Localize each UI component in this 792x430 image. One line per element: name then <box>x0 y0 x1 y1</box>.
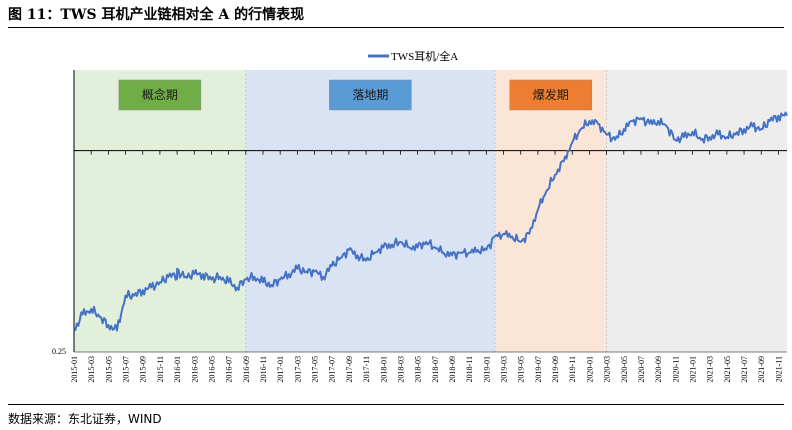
phase-label-1: 概念期 <box>142 87 178 102</box>
x-tick-label: 2019-03 <box>500 356 509 383</box>
phase-label-3: 爆发期 <box>533 87 569 102</box>
phase-region-2 <box>245 70 495 352</box>
x-tick-label: 2016-09 <box>242 356 251 383</box>
x-tick-label: 2017-01 <box>276 356 285 383</box>
source-note: 数据来源：东北证券，WIND <box>8 412 162 426</box>
x-tick-label: 2016-03 <box>190 356 199 383</box>
x-tick-label: 2019-09 <box>551 356 560 383</box>
phase-label-box-1 <box>118 79 202 111</box>
x-tick-label: 2020-09 <box>654 356 663 383</box>
phase-region-4 <box>606 70 787 352</box>
series-line-tws-vs-all-a <box>73 111 788 332</box>
x-tick-label: 2021-11 <box>774 356 783 382</box>
phase-label-2: 落地期 <box>352 88 388 102</box>
phase-regions: 概念期 落地期 爆发期 <box>74 70 787 352</box>
phase-label-box-2 <box>329 79 412 111</box>
x-tick-label: 2018-07 <box>431 356 440 383</box>
x-tick-label: 2017-03 <box>293 356 302 383</box>
x-tick-label: 2015-09 <box>139 356 148 383</box>
x-tick-label: 2016-11 <box>259 356 268 382</box>
line-chart: 概念期 落地期 爆发期 0.25 2015-01 2015-03 2015-05 2015-… <box>52 49 788 383</box>
x-tick-label: 2017-09 <box>345 356 354 383</box>
x-tick-label: 2019-05 <box>517 356 526 383</box>
x-tick-label: 2015-05 <box>104 356 113 383</box>
axes: 0.25 2015-01 2015-03 2015-05 2015-07 2015-09 2… <box>52 70 787 383</box>
series-line-layer <box>73 111 788 332</box>
x-tick-label: 2017-05 <box>311 356 320 383</box>
x-tick-label: 2021-01 <box>689 356 698 383</box>
legend-label: TWS耳机/全A <box>391 49 458 63</box>
x-tick-label: 2015-01 <box>70 356 79 383</box>
x-tick-label: 2018-09 <box>448 356 457 383</box>
x-tick-label: 2021-07 <box>740 356 749 383</box>
x-tick-label: 2018-05 <box>414 356 423 383</box>
figure-title: 图 11：TWS 耳机产业链相对全 A 的行情表现 <box>8 7 305 23</box>
x-tick-label: 2017-07 <box>328 356 337 383</box>
x-tick-label: 2019-11 <box>568 356 577 382</box>
x-tick-label: 2020-05 <box>620 356 629 383</box>
phase-label-box-3 <box>509 79 593 111</box>
y-tick-label: 0.25 <box>52 347 66 356</box>
x-tick-label: 2021-09 <box>757 356 766 383</box>
x-tick-label: 2018-11 <box>465 356 474 382</box>
x-tick-label: 2017-11 <box>362 356 371 382</box>
x-tick-label: 2021-03 <box>706 356 715 383</box>
phase-region-1 <box>74 70 246 352</box>
x-tick-label: 2019-01 <box>482 356 491 383</box>
x-tick-label: 2020-07 <box>637 356 646 383</box>
x-tick-label: 2015-03 <box>87 356 96 383</box>
x-tick-label: 2015-11 <box>156 356 165 382</box>
x-tick-label: 2019-07 <box>534 356 543 383</box>
x-tick-label: 2016-01 <box>173 356 182 383</box>
phase-region-3 <box>494 70 607 352</box>
legend: TWS耳机/全A <box>368 49 458 63</box>
title-divider <box>8 27 784 28</box>
x-tick-label: 2020-03 <box>603 356 612 383</box>
source-divider <box>8 404 784 405</box>
x-tick-label: 2016-05 <box>207 356 216 383</box>
x-tick-label: 2020-01 <box>585 356 594 383</box>
x-tick-label: 2020-11 <box>671 356 680 382</box>
x-tick-label: 2018-03 <box>396 356 405 383</box>
x-tick-label: 2018-01 <box>379 356 388 383</box>
x-tick-label: 2016-07 <box>225 356 234 383</box>
x-tick-label: 2015-07 <box>122 356 131 383</box>
x-tick-label: 2021-05 <box>723 356 732 383</box>
